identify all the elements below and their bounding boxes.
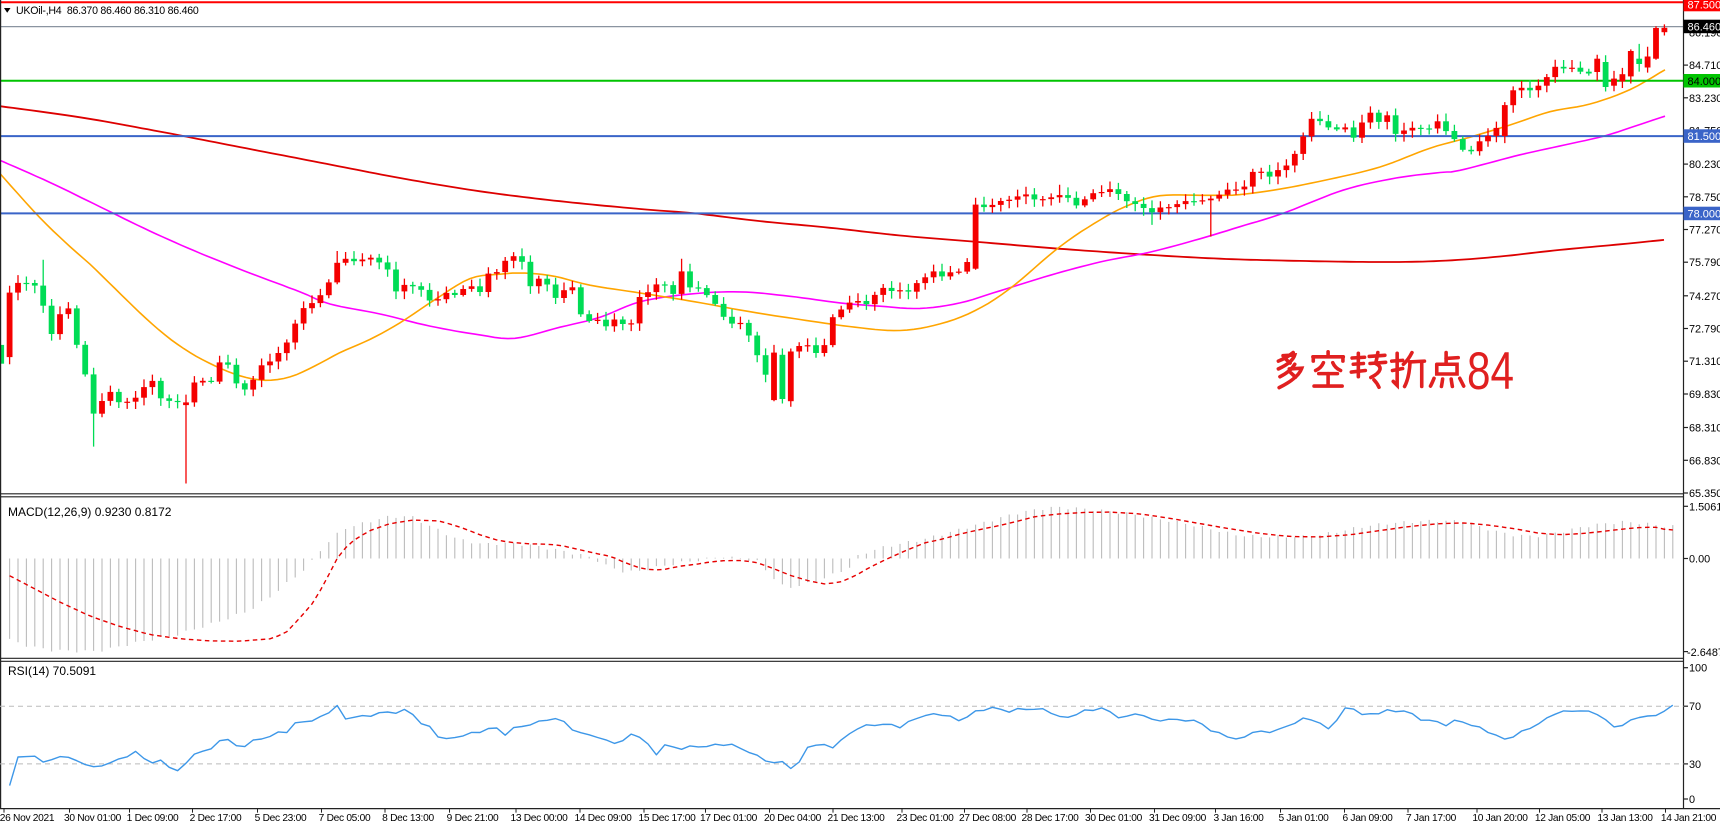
svg-text:84: 84 [1467, 342, 1514, 401]
svg-text:15 Dec 17:00: 15 Dec 17:00 [638, 813, 696, 824]
svg-text:8 Dec 13:00: 8 Dec 13:00 [382, 813, 434, 824]
svg-text:84.710: 84.710 [1689, 60, 1720, 72]
svg-text:70: 70 [1689, 701, 1701, 713]
svg-text:84.000: 84.000 [1688, 76, 1720, 88]
svg-text:6 Jan 09:00: 6 Jan 09:00 [1343, 813, 1394, 824]
svg-text:10 Jan 20:00: 10 Jan 20:00 [1472, 813, 1528, 824]
svg-text:MACD(12,26,9) 0.9230 0.8172: MACD(12,26,9) 0.9230 0.8172 [8, 505, 172, 519]
svg-text:69.830: 69.830 [1689, 389, 1720, 401]
svg-text:30: 30 [1689, 759, 1701, 771]
svg-text:80.230: 80.230 [1689, 159, 1720, 171]
svg-text:23 Dec 01:00: 23 Dec 01:00 [896, 813, 954, 824]
svg-text:75.790: 75.790 [1689, 257, 1720, 269]
svg-text:87.500: 87.500 [1688, 0, 1720, 12]
svg-text:14 Dec 09:00: 14 Dec 09:00 [574, 813, 632, 824]
svg-text:9 Dec 21:00: 9 Dec 21:00 [447, 813, 499, 824]
svg-text:2 Dec 17:00: 2 Dec 17:00 [190, 813, 242, 824]
svg-text:78.750: 78.750 [1689, 192, 1720, 204]
svg-text:20 Dec 04:00: 20 Dec 04:00 [764, 813, 822, 824]
svg-text:30 Dec 01:00: 30 Dec 01:00 [1085, 813, 1143, 824]
svg-text:13 Jan 13:00: 13 Jan 13:00 [1597, 813, 1653, 824]
svg-text:0: 0 [1689, 794, 1695, 806]
svg-text:7 Dec 05:00: 7 Dec 05:00 [319, 813, 371, 824]
svg-text:21 Dec 13:00: 21 Dec 13:00 [827, 813, 885, 824]
svg-text:5 Jan 01:00: 5 Jan 01:00 [1279, 813, 1330, 824]
svg-text:68.310: 68.310 [1689, 423, 1720, 435]
svg-text:78.000: 78.000 [1688, 209, 1720, 221]
svg-text:12 Jan 05:00: 12 Jan 05:00 [1535, 813, 1591, 824]
svg-text:81.500: 81.500 [1688, 131, 1720, 143]
svg-text:26 Nov 2021: 26 Nov 2021 [0, 813, 55, 824]
svg-text:17 Dec 01:00: 17 Dec 01:00 [700, 813, 758, 824]
svg-text:UKOil-,H4 86.370 86.460 86.31: UKOil-,H4 86.370 86.460 86.310 86.460 [16, 5, 199, 17]
svg-text:1 Dec 09:00: 1 Dec 09:00 [127, 813, 179, 824]
svg-text:77.270: 77.270 [1689, 225, 1720, 237]
svg-text:65.350: 65.350 [1689, 488, 1720, 500]
svg-text:-2.6487: -2.6487 [1687, 647, 1720, 659]
svg-text:13 Dec 00:00: 13 Dec 00:00 [510, 813, 568, 824]
svg-text:1.5061: 1.5061 [1689, 501, 1720, 513]
svg-text:27 Dec 08:00: 27 Dec 08:00 [959, 813, 1017, 824]
svg-text:74.270: 74.270 [1689, 291, 1720, 303]
svg-text:28 Dec 17:00: 28 Dec 17:00 [1021, 813, 1079, 824]
svg-text:RSI(14) 70.5091: RSI(14) 70.5091 [8, 664, 96, 678]
svg-text:3 Jan 16:00: 3 Jan 16:00 [1214, 813, 1265, 824]
svg-text:14 Jan 21:00: 14 Jan 21:00 [1661, 813, 1717, 824]
svg-text:71.310: 71.310 [1689, 356, 1720, 368]
svg-text:31 Dec 09:00: 31 Dec 09:00 [1149, 813, 1207, 824]
svg-text:86.460: 86.460 [1688, 22, 1720, 34]
svg-text:30 Nov 01:00: 30 Nov 01:00 [64, 813, 122, 824]
svg-text:83.230: 83.230 [1689, 93, 1720, 105]
svg-text:7 Jan 17:00: 7 Jan 17:00 [1406, 813, 1457, 824]
svg-text:5 Dec 23:00: 5 Dec 23:00 [255, 813, 307, 824]
svg-text:72.790: 72.790 [1689, 324, 1720, 336]
svg-text:66.830: 66.830 [1689, 455, 1720, 467]
svg-text:0.00: 0.00 [1689, 554, 1710, 566]
svg-text:100: 100 [1689, 663, 1707, 675]
